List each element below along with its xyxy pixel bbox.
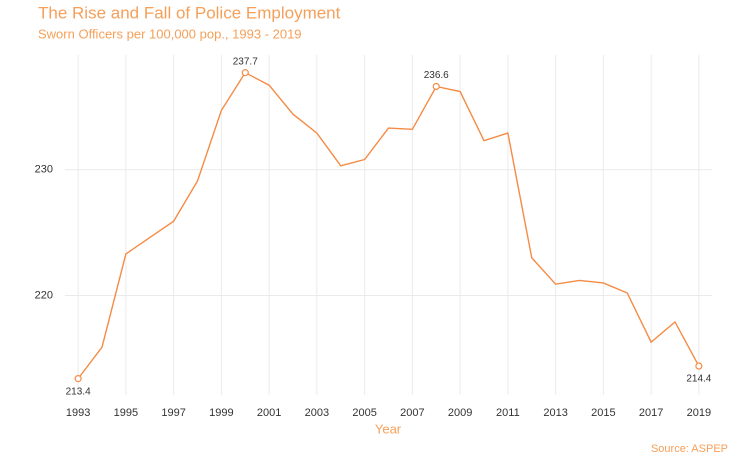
highlight-point — [695, 362, 703, 370]
data-label: 213.4 — [66, 386, 91, 397]
data-label: 214.4 — [686, 374, 711, 385]
x-tick-label: 1993 — [66, 407, 90, 419]
x-tick-label: 2015 — [591, 407, 615, 419]
y-tick-label: 230 — [35, 163, 53, 175]
x-tick-label: 1995 — [114, 407, 138, 419]
x-tick-label: 1997 — [161, 407, 185, 419]
x-tick-label: 2013 — [543, 407, 567, 419]
x-tick-label: 1999 — [209, 407, 233, 419]
source-note: Source: ASPEP — [651, 443, 728, 455]
chart-subtitle: Sworn Officers per 100,000 pop., 1993 - … — [38, 26, 302, 41]
x-tick-label: 2005 — [352, 407, 376, 419]
x-axis-label: Year — [375, 421, 402, 436]
y-tick-label: 220 — [35, 289, 53, 301]
x-tick-label: 2003 — [305, 407, 329, 419]
data-line — [77, 71, 700, 380]
highlight-point — [432, 82, 440, 91]
x-tick-label: 2009 — [448, 407, 472, 419]
x-tick-label: 2007 — [400, 407, 424, 419]
highlight-point — [241, 69, 249, 77]
highlight-point — [74, 375, 82, 383]
chart-title: The Rise and Fall of Police Employment — [38, 3, 341, 22]
x-tick-label: 2019 — [687, 407, 711, 419]
data-label: 236.6 — [424, 70, 449, 81]
data-label: 237.7 — [233, 56, 258, 67]
x-tick-label: 2017 — [639, 407, 663, 419]
x-tick-label: 2011 — [496, 407, 520, 419]
x-tick-label: 2001 — [257, 407, 281, 419]
